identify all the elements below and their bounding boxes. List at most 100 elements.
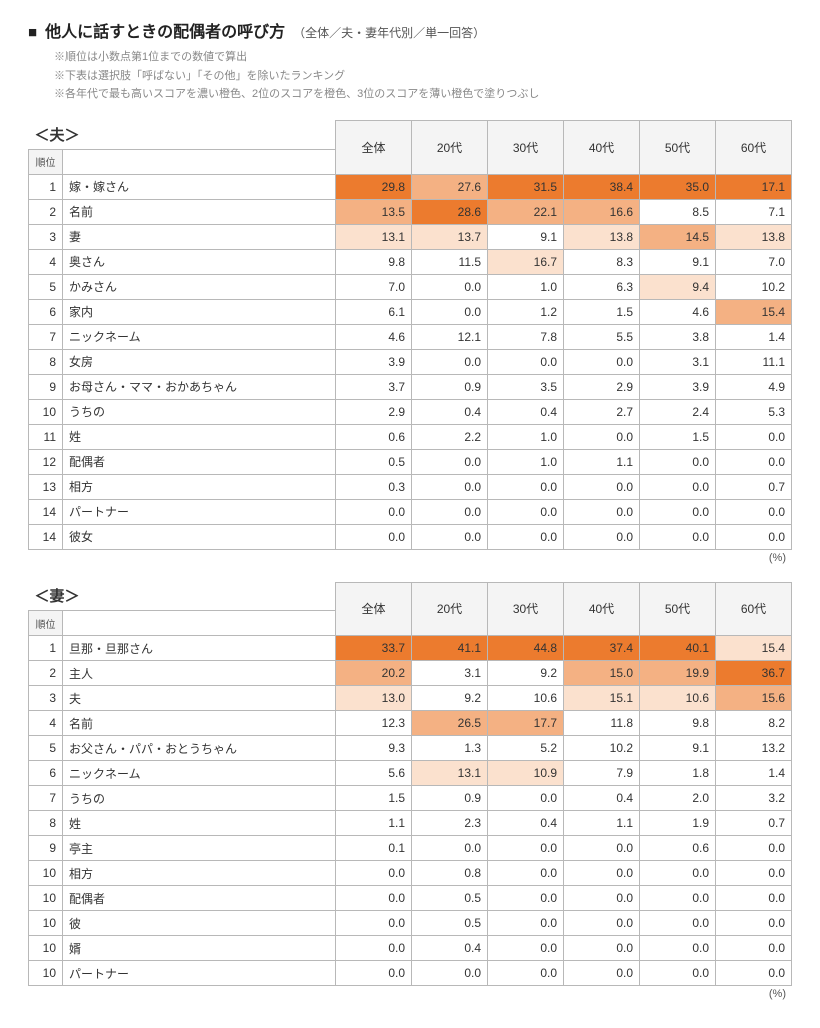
section-label: ＜夫＞ bbox=[29, 121, 336, 150]
rank-cell: 9 bbox=[29, 374, 63, 399]
notes-block: ※順位は小数点第1位までの数値で算出 ※下表は選択肢「呼ばない」「その他」を除い… bbox=[54, 48, 792, 104]
label-cell: 婿 bbox=[63, 936, 336, 961]
value-cell: 3.2 bbox=[716, 786, 792, 811]
value-cell: 0.0 bbox=[564, 499, 640, 524]
value-cell: 0.8 bbox=[412, 861, 488, 886]
value-cell: 0.0 bbox=[412, 449, 488, 474]
value-cell: 0.0 bbox=[640, 961, 716, 986]
rank-cell: 5 bbox=[29, 274, 63, 299]
value-cell: 0.0 bbox=[488, 936, 564, 961]
value-cell: 9.1 bbox=[640, 736, 716, 761]
label-cell: 配偶者 bbox=[63, 449, 336, 474]
table-row: 12配偶者0.50.01.01.10.00.0 bbox=[29, 449, 792, 474]
table-row: 10婿0.00.40.00.00.00.0 bbox=[29, 936, 792, 961]
value-cell: 19.9 bbox=[640, 661, 716, 686]
rank-cell: 4 bbox=[29, 711, 63, 736]
value-cell: 0.0 bbox=[640, 499, 716, 524]
value-cell: 1.5 bbox=[336, 786, 412, 811]
label-cell: 彼 bbox=[63, 911, 336, 936]
value-cell: 13.5 bbox=[336, 199, 412, 224]
rank-cell: 8 bbox=[29, 349, 63, 374]
value-cell: 0.0 bbox=[488, 836, 564, 861]
value-cell: 7.8 bbox=[488, 324, 564, 349]
title-bullet: ■ bbox=[28, 24, 37, 41]
value-cell: 0.4 bbox=[412, 936, 488, 961]
value-cell: 0.7 bbox=[716, 811, 792, 836]
rank-cell: 2 bbox=[29, 199, 63, 224]
table-section: ＜妻＞全体20代30代40代50代60代順位1旦那・旦那さん33.741.144… bbox=[28, 582, 792, 1001]
column-header: 60代 bbox=[716, 121, 792, 175]
value-cell: 1.0 bbox=[488, 449, 564, 474]
value-cell: 0.5 bbox=[412, 911, 488, 936]
value-cell: 9.2 bbox=[412, 686, 488, 711]
value-cell: 3.9 bbox=[336, 349, 412, 374]
value-cell: 17.7 bbox=[488, 711, 564, 736]
value-cell: 0.0 bbox=[564, 936, 640, 961]
value-cell: 15.4 bbox=[716, 636, 792, 661]
value-cell: 0.4 bbox=[412, 399, 488, 424]
rank-cell: 3 bbox=[29, 686, 63, 711]
page: ■ 他人に話すときの配偶者の呼び方 （全体／夫・妻年代別／単一回答） ※順位は小… bbox=[0, 0, 820, 1028]
value-cell: 3.8 bbox=[640, 324, 716, 349]
value-cell: 0.0 bbox=[412, 349, 488, 374]
value-cell: 0.7 bbox=[716, 474, 792, 499]
table-row: 5お父さん・パパ・おとうちゃん9.31.35.210.29.113.2 bbox=[29, 736, 792, 761]
value-cell: 3.1 bbox=[640, 349, 716, 374]
value-cell: 14.5 bbox=[640, 224, 716, 249]
value-cell: 5.6 bbox=[336, 761, 412, 786]
value-cell: 0.0 bbox=[412, 524, 488, 549]
value-cell: 17.1 bbox=[716, 174, 792, 199]
value-cell: 1.5 bbox=[564, 299, 640, 324]
label-cell: かみさん bbox=[63, 274, 336, 299]
value-cell: 0.0 bbox=[716, 836, 792, 861]
value-cell: 0.4 bbox=[488, 399, 564, 424]
label-cell: 主人 bbox=[63, 661, 336, 686]
table-row: 14パートナー0.00.00.00.00.00.0 bbox=[29, 499, 792, 524]
value-cell: 9.2 bbox=[488, 661, 564, 686]
value-cell: 35.0 bbox=[640, 174, 716, 199]
rank-cell: 11 bbox=[29, 424, 63, 449]
section-gap bbox=[28, 564, 792, 582]
data-table: ＜妻＞全体20代30代40代50代60代順位1旦那・旦那さん33.741.144… bbox=[28, 582, 792, 987]
label-cell: 家内 bbox=[63, 299, 336, 324]
label-cell: パートナー bbox=[63, 961, 336, 986]
column-header: 30代 bbox=[488, 582, 564, 636]
value-cell: 7.0 bbox=[336, 274, 412, 299]
note-line: ※各年代で最も高いスコアを濃い橙色、2位のスコアを橙色、3位のスコアを薄い橙色で… bbox=[54, 85, 792, 104]
value-cell: 0.0 bbox=[488, 349, 564, 374]
value-cell: 2.9 bbox=[564, 374, 640, 399]
column-header: 全体 bbox=[336, 582, 412, 636]
table-row: 6家内6.10.01.21.54.615.4 bbox=[29, 299, 792, 324]
value-cell: 2.0 bbox=[640, 786, 716, 811]
value-cell: 1.0 bbox=[488, 424, 564, 449]
value-cell: 27.6 bbox=[412, 174, 488, 199]
label-cell: うちの bbox=[63, 399, 336, 424]
rank-cell: 14 bbox=[29, 499, 63, 524]
value-cell: 0.0 bbox=[488, 474, 564, 499]
value-cell: 0.0 bbox=[564, 349, 640, 374]
value-cell: 1.4 bbox=[716, 324, 792, 349]
value-cell: 0.6 bbox=[640, 836, 716, 861]
value-cell: 0.0 bbox=[716, 886, 792, 911]
title-main: 他人に話すときの配偶者の呼び方 bbox=[45, 18, 285, 42]
sections-container: ＜夫＞全体20代30代40代50代60代順位1嫁・嫁さん29.827.631.5… bbox=[28, 120, 792, 1000]
value-cell: 0.0 bbox=[716, 449, 792, 474]
value-cell: 31.5 bbox=[488, 174, 564, 199]
value-cell: 2.3 bbox=[412, 811, 488, 836]
value-cell: 0.0 bbox=[716, 911, 792, 936]
value-cell: 8.3 bbox=[564, 249, 640, 274]
value-cell: 1.3 bbox=[412, 736, 488, 761]
value-cell: 40.1 bbox=[640, 636, 716, 661]
value-cell: 0.0 bbox=[488, 499, 564, 524]
value-cell: 7.1 bbox=[716, 199, 792, 224]
value-cell: 10.2 bbox=[716, 274, 792, 299]
label-cell: うちの bbox=[63, 786, 336, 811]
rank-cell: 10 bbox=[29, 961, 63, 986]
section-label: ＜妻＞ bbox=[29, 582, 336, 611]
value-cell: 15.4 bbox=[716, 299, 792, 324]
table-row: 8女房3.90.00.00.03.111.1 bbox=[29, 349, 792, 374]
table-row: 5かみさん7.00.01.06.39.410.2 bbox=[29, 274, 792, 299]
table-row: 11姓0.62.21.00.01.50.0 bbox=[29, 424, 792, 449]
value-cell: 10.6 bbox=[488, 686, 564, 711]
value-cell: 4.6 bbox=[336, 324, 412, 349]
